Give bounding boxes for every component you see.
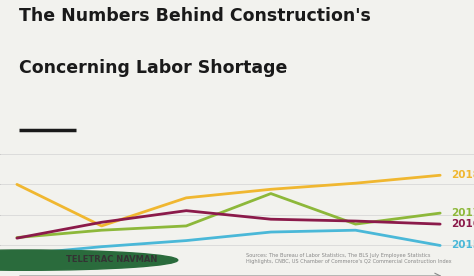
Text: Concerning Labor Shortage: Concerning Labor Shortage bbox=[19, 59, 287, 77]
Text: 2018: 2018 bbox=[451, 170, 474, 180]
Text: Sources: The Bureau of Labor Statistics, The BLS July Employee Statistics
Highli: Sources: The Bureau of Labor Statistics,… bbox=[246, 253, 452, 264]
Text: 2016: 2016 bbox=[451, 219, 474, 229]
Text: TELETRAC NAVMAN: TELETRAC NAVMAN bbox=[66, 255, 158, 264]
Text: 2017: 2017 bbox=[451, 208, 474, 218]
Circle shape bbox=[0, 250, 178, 270]
Text: 2015: 2015 bbox=[451, 240, 474, 251]
Text: The Numbers Behind Construction's: The Numbers Behind Construction's bbox=[19, 7, 371, 25]
